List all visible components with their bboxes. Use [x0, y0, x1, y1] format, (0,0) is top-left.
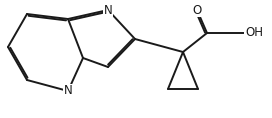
Text: N: N [64, 84, 72, 97]
Text: O: O [192, 4, 202, 17]
Text: OH: OH [245, 27, 263, 40]
Text: N: N [104, 4, 112, 17]
